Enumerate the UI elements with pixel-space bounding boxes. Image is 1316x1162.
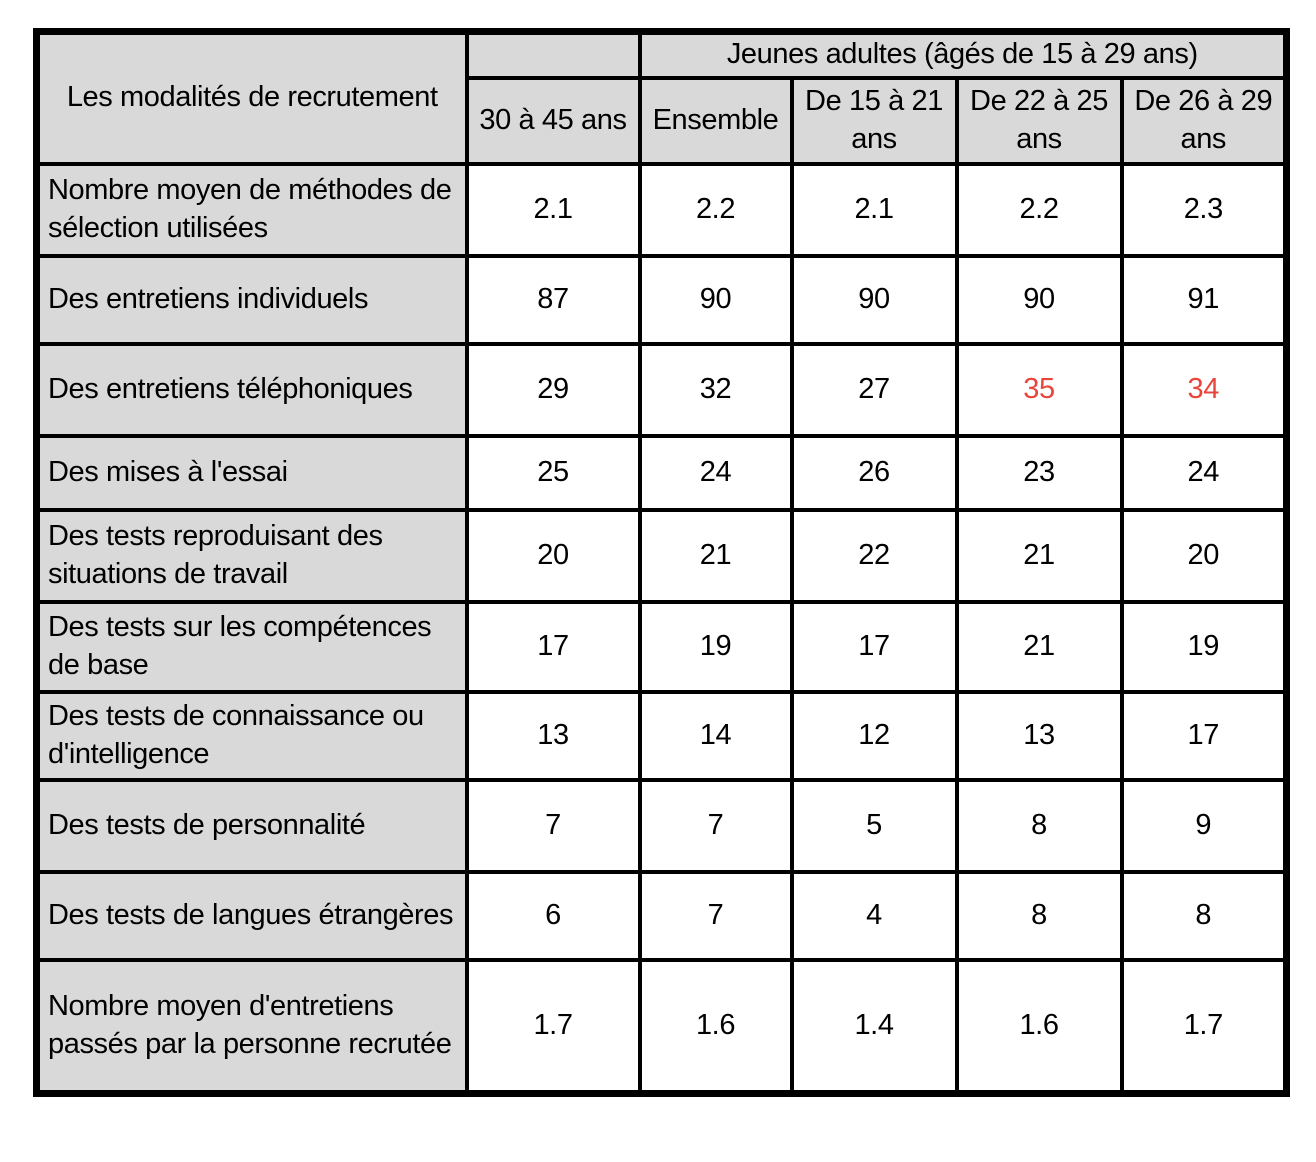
data-cell: 5 (789, 777, 959, 874)
data-cell: 24 (1119, 433, 1289, 512)
table-row: Des tests reproduisant des situations de… (34, 507, 1289, 604)
data-cell: 7 (464, 777, 642, 874)
data-cell-highlighted: 34 (1119, 341, 1289, 438)
data-cell: 25 (464, 433, 642, 512)
data-cell: 8 (954, 777, 1124, 874)
column-header-22-25: De 22 à 25 ans (954, 75, 1124, 166)
data-cell: 21 (954, 599, 1124, 694)
data-cell: 13 (954, 689, 1124, 782)
data-cell: 87 (464, 253, 642, 346)
data-cell: 21 (637, 507, 794, 604)
data-cell: 2.2 (637, 161, 794, 258)
data-cell: 12 (789, 689, 959, 782)
data-cell: 90 (637, 253, 794, 346)
data-cell: 22 (789, 507, 959, 604)
row-label: Nombre moyen de méthodes de sélection ut… (34, 161, 469, 258)
row-label: Des tests sur les compétences de base (34, 599, 469, 694)
table-row: Des tests de connaissance ou d'intellige… (34, 689, 1289, 782)
data-cell: 21 (954, 507, 1124, 604)
data-cell: 19 (637, 599, 794, 694)
column-header-15-21: De 15 à 21 ans (789, 75, 959, 166)
row-label: Des tests de personnalité (34, 777, 469, 874)
row-label: Des tests de langues étrangères (34, 869, 469, 962)
data-cell: 20 (1119, 507, 1289, 604)
data-cell: 8 (1119, 869, 1289, 962)
data-cell: 14 (637, 689, 794, 782)
table-row: Nombre moyen de méthodes de sélection ut… (34, 161, 1289, 258)
row-label: Des entretiens téléphoniques (34, 341, 469, 438)
data-cell: 32 (637, 341, 794, 438)
data-cell: 23 (954, 433, 1124, 512)
data-cell: 13 (464, 689, 642, 782)
data-cell: 2.1 (464, 161, 642, 258)
data-cell-highlighted: 35 (954, 341, 1124, 438)
row-label: Nombre moyen d'entretiens passés par la … (34, 957, 469, 1096)
data-cell: 90 (789, 253, 959, 346)
row-label: Des tests de connaissance ou d'intellige… (34, 689, 469, 782)
data-cell: 2.3 (1119, 161, 1289, 258)
table-row: Des tests de langues étrangères 6 7 4 8 … (34, 869, 1289, 962)
data-cell: 7 (637, 869, 794, 962)
data-cell: 26 (789, 433, 959, 512)
table-row: Des tests de personnalité 7 7 5 8 9 (34, 777, 1289, 874)
data-cell: 17 (464, 599, 642, 694)
data-cell: 4 (789, 869, 959, 962)
data-cell: 6 (464, 869, 642, 962)
data-cell: 20 (464, 507, 642, 604)
data-cell: 90 (954, 253, 1124, 346)
data-cell: 17 (1119, 689, 1289, 782)
row-label: Des mises à l'essai (34, 433, 469, 512)
data-cell: 1.7 (1119, 957, 1289, 1096)
table-row: Des mises à l'essai 25 24 26 23 24 (34, 433, 1289, 512)
data-cell: 24 (637, 433, 794, 512)
group-header-jeunes-adultes: Jeunes adultes (âgés de 15 à 29 ans) (637, 29, 1289, 80)
data-cell: 91 (1119, 253, 1289, 346)
corner-header-les-modalites: Les modalités de recrutement (34, 29, 469, 166)
data-cell: 1.7 (464, 957, 642, 1096)
table-row: Nombre moyen d'entretiens passés par la … (34, 957, 1289, 1096)
data-cell: 9 (1119, 777, 1289, 874)
column-header-30-45: 30 à 45 ans (464, 75, 642, 166)
recruitment-methods-table: Les modalités de recrutement Jeunes adul… (33, 28, 1291, 1097)
data-cell: 1.4 (789, 957, 959, 1096)
data-cell: 2.1 (789, 161, 959, 258)
header-row-columns: 30 à 45 ans Ensemble De 15 à 21 ans De 2… (37, 75, 1289, 166)
row-label: Des tests reproduisant des situations de… (34, 507, 469, 604)
data-cell: 2.2 (954, 161, 1124, 258)
row-label: Des entretiens individuels (34, 253, 469, 346)
data-cell: 19 (1119, 599, 1289, 694)
data-cell: 27 (789, 341, 959, 438)
data-cell: 7 (637, 777, 794, 874)
column-header-26-29: De 26 à 29 ans (1119, 75, 1289, 166)
data-cell: 29 (464, 341, 642, 438)
data-cell: 1.6 (637, 957, 794, 1096)
data-cell: 8 (954, 869, 1124, 962)
data-cell: 1.6 (954, 957, 1124, 1096)
data-cell: 17 (789, 599, 959, 694)
table-row: Des entretiens téléphoniques 29 32 27 35… (34, 341, 1289, 438)
header-row-group: Les modalités de recrutement Jeunes adul… (34, 29, 1289, 166)
column-header-ensemble: Ensemble (637, 75, 794, 166)
table-row: Des entretiens individuels 87 90 90 90 9… (34, 253, 1289, 346)
empty-header-cell (464, 29, 642, 80)
table-row: Des tests sur les compétences de base 17… (34, 599, 1289, 694)
